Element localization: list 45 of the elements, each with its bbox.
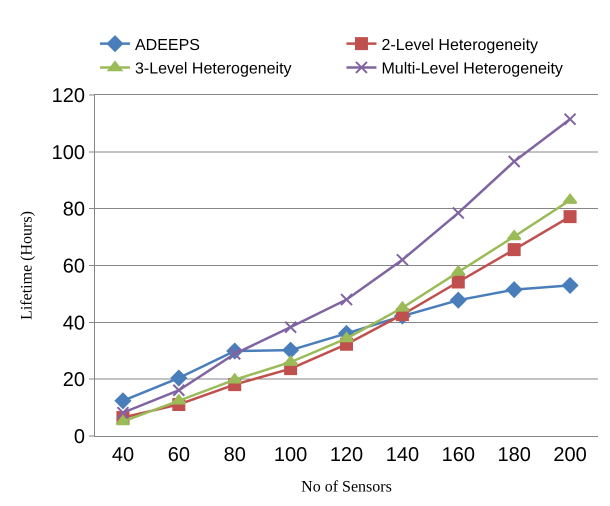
point xyxy=(508,243,521,256)
legend-label: Multi-Level Heterogeneity xyxy=(381,60,563,78)
y-axis-title: Lifetime (Hours) xyxy=(18,211,36,320)
point xyxy=(116,415,130,426)
point xyxy=(282,342,299,358)
y-tick-label: 120 xyxy=(52,85,85,107)
x-tick-label: 140 xyxy=(386,444,420,466)
point xyxy=(506,282,522,298)
legend-label: ADEEPS xyxy=(135,36,200,54)
point xyxy=(564,112,577,126)
point xyxy=(170,370,187,386)
x-tick-label: 160 xyxy=(442,444,475,466)
point xyxy=(284,320,298,334)
point xyxy=(564,210,577,224)
x-axis-title: No of Sensors xyxy=(301,478,392,496)
point xyxy=(172,384,186,397)
x-tick-label: 40 xyxy=(112,444,134,466)
y-tick-label: 100 xyxy=(52,142,85,164)
point xyxy=(114,392,132,409)
y-tick-label: 40 xyxy=(62,312,85,334)
x-tick-label: 60 xyxy=(168,444,190,466)
point xyxy=(450,292,466,308)
point xyxy=(562,277,578,294)
point xyxy=(340,293,353,306)
point xyxy=(171,394,186,405)
x-tick-label: 200 xyxy=(553,444,587,466)
point xyxy=(452,275,465,288)
point xyxy=(508,155,521,168)
x-tick-label: 100 xyxy=(274,444,308,466)
x-tick-label: 120 xyxy=(330,444,364,466)
y-tick-label: 80 xyxy=(62,198,85,221)
y-tick-label: 0 xyxy=(74,426,85,448)
point xyxy=(562,194,578,204)
y-tick-label: 20 xyxy=(62,369,85,392)
y-tick-label: 60 xyxy=(62,256,85,278)
x-tick-label: 80 xyxy=(224,444,246,466)
point xyxy=(283,356,298,366)
legend-label: 3-Level Heterogeneity xyxy=(135,60,292,78)
x-tick-label: 180 xyxy=(497,444,531,466)
point xyxy=(116,406,130,420)
point xyxy=(395,301,410,312)
point xyxy=(339,332,354,342)
legend-label: 2-Level Heterogeneity xyxy=(381,36,538,54)
point xyxy=(396,253,409,266)
point xyxy=(452,206,465,220)
